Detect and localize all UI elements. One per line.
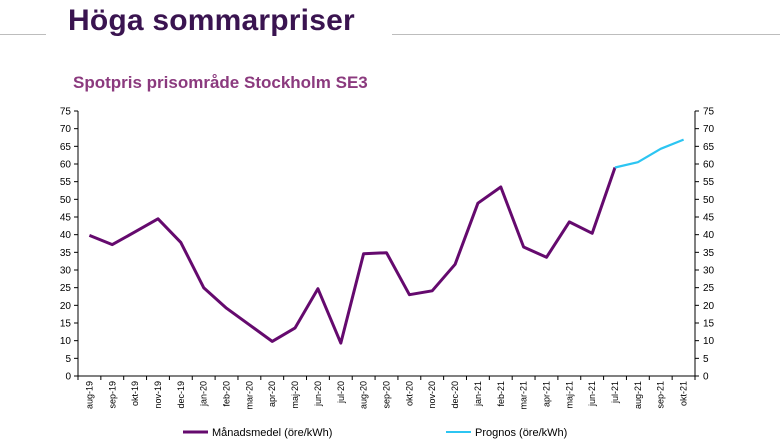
y-tick-label-left: 40	[60, 230, 72, 241]
y-tick-label-left: 70	[60, 124, 72, 135]
x-tick-label: jul-20	[336, 381, 346, 404]
y-tick-label-right: 70	[703, 124, 715, 135]
x-tick-label: okt-21	[679, 381, 689, 406]
y-tick-label-right: 75	[703, 107, 715, 118]
x-tick-label: jul-21	[610, 381, 620, 404]
y-tick-label-left: 35	[60, 248, 72, 259]
y-tick-label-left: 30	[60, 266, 72, 277]
y-tick-label-right: 10	[703, 336, 715, 347]
x-tick-label: maj-20	[290, 381, 300, 409]
x-tick-label: jun-21	[587, 381, 597, 407]
y-tick-label-left: 10	[60, 336, 72, 347]
y-tick-label-right: 15	[703, 319, 715, 330]
y-tick-label-left: 50	[60, 195, 72, 206]
x-tick-label: feb-21	[496, 381, 506, 407]
y-tick-label-left: 45	[60, 213, 72, 224]
title-divider-left	[0, 34, 46, 35]
y-tick-label-right: 0	[703, 372, 709, 383]
x-tick-label: sep-20	[382, 381, 392, 409]
y-tick-label-left: 5	[65, 354, 71, 365]
chart-legend: Månadsmedel (öre/kWh) Prognos (öre/kWh)	[183, 427, 567, 439]
series-line-manadsmedel	[88, 167, 617, 345]
y-tick-label-right: 45	[703, 213, 715, 224]
x-tick-label: apr-21	[541, 381, 551, 407]
y-tick-label-right: 35	[703, 248, 715, 259]
y-tick-label-right: 55	[703, 177, 715, 188]
title-divider-right	[392, 34, 780, 35]
y-tick-label-left: 55	[60, 177, 72, 188]
slide-title: Höga sommarpriser	[68, 4, 355, 37]
y-tick-label-right: 60	[703, 160, 715, 171]
y-tick-label-left: 65	[60, 142, 72, 153]
x-tick-label: mar-20	[244, 381, 254, 410]
x-tick-label: jan-20	[199, 381, 209, 407]
x-tick-label: sep-21	[656, 381, 666, 409]
x-tick-label: nov-20	[427, 381, 437, 409]
x-tick-label: okt-20	[404, 381, 414, 406]
x-tick-label: apr-20	[267, 381, 277, 407]
x-tick-label: dec-20	[450, 381, 460, 409]
x-tick-label: aug-20	[359, 381, 369, 409]
x-tick-label: nov-19	[153, 381, 163, 409]
y-tick-label-left: 25	[60, 283, 72, 294]
chart-title: Spotpris prisområde Stockholm SE3	[73, 73, 368, 92]
chart-series	[88, 138, 685, 345]
y-tick-label-right: 25	[703, 283, 715, 294]
x-tick-label: dec-19	[176, 381, 186, 409]
series-line-prognos	[614, 138, 685, 169]
x-tick-label: jan-21	[473, 381, 483, 407]
x-tick-label: mar-21	[519, 381, 529, 410]
x-tick-label: sep-19	[107, 381, 117, 409]
y-tick-label-right: 5	[703, 354, 709, 365]
legend-label-prognos: Prognos (öre/kWh)	[475, 427, 567, 439]
legend-label-manadsmedel: Månadsmedel (öre/kWh)	[212, 427, 332, 439]
y-tick-label-right: 65	[703, 142, 715, 153]
y-tick-label-left: 20	[60, 301, 72, 312]
y-tick-label-right: 20	[703, 301, 715, 312]
x-tick-label: aug-21	[633, 381, 643, 409]
y-tick-label-left: 15	[60, 319, 72, 330]
x-tick-label: jun-20	[313, 381, 323, 407]
x-tick-label: maj-21	[564, 381, 574, 409]
x-tick-label: okt-19	[130, 381, 140, 406]
y-tick-label-right: 40	[703, 230, 715, 241]
y-tick-label-right: 50	[703, 195, 715, 206]
y-tick-label-left: 75	[60, 107, 72, 118]
y-tick-label-left: 60	[60, 160, 72, 171]
y-tick-label-right: 30	[703, 266, 715, 277]
y-tick-label-left: 0	[65, 372, 71, 383]
x-tick-label: feb-20	[222, 381, 232, 407]
x-tick-label: aug-19	[84, 381, 94, 409]
